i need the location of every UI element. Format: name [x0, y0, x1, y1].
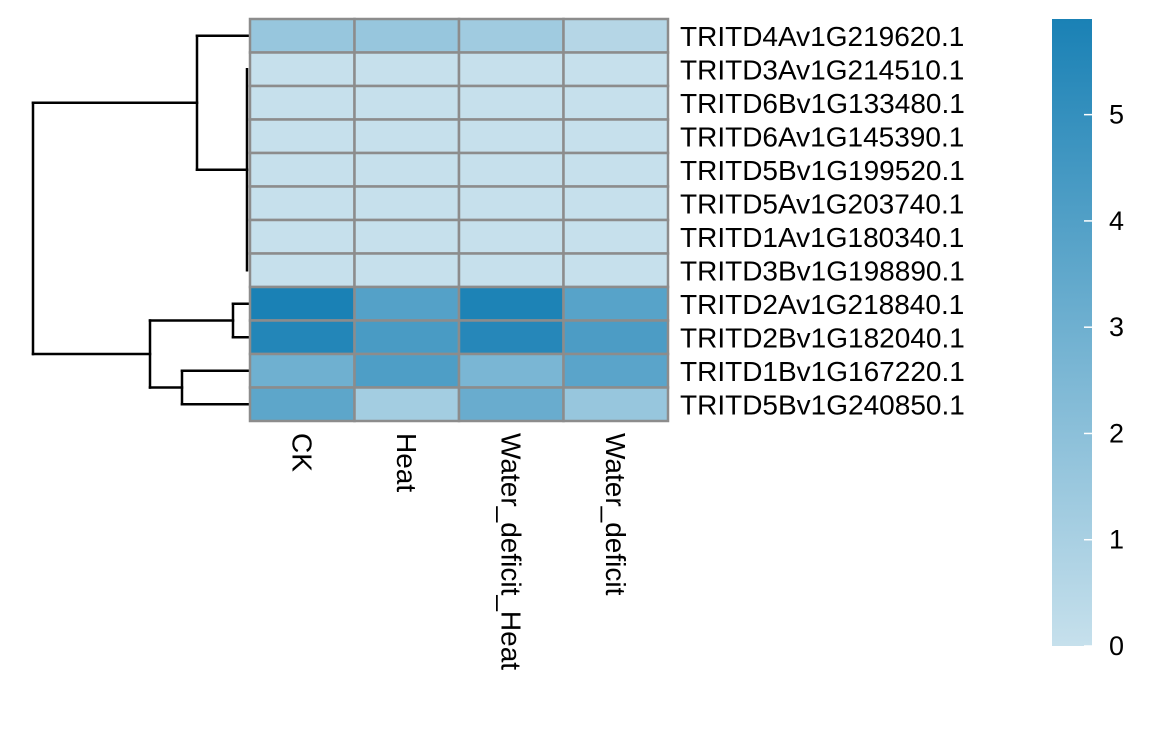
- heatmap-cell: [457, 185, 565, 222]
- heatmap-cell: [457, 352, 565, 389]
- row-labels: TRITD4Av1G219620.1TRITD3Av1G214510.1TRIT…: [680, 21, 965, 421]
- heatmap-cell: [248, 84, 356, 121]
- row-label: TRITD2Av1G218840.1: [680, 289, 964, 320]
- heatmap-cell: [248, 352, 356, 389]
- row-dendrogram: [31, 34, 252, 406]
- row-label: TRITD2Bv1G182040.1: [680, 322, 965, 353]
- heatmap-cell: [248, 51, 356, 88]
- legend-tick-label: 2: [1109, 418, 1124, 448]
- heatmap-cell: [457, 51, 565, 88]
- row-label: TRITD5Bv1G240850.1: [680, 389, 965, 420]
- heatmap-cell: [248, 151, 356, 188]
- heatmap-cell: [248, 386, 356, 423]
- row-label: TRITD4Av1G219620.1: [680, 21, 964, 52]
- row-label: TRITD6Bv1G133480.1: [680, 88, 965, 119]
- heatmap-cell: [353, 84, 461, 121]
- heatmap-cell: [562, 17, 670, 54]
- heatmap-cell: [248, 319, 356, 356]
- legend-tick-label: 3: [1109, 312, 1124, 342]
- heatmap-cell: [457, 118, 565, 155]
- legend-color-bar: [1052, 19, 1092, 646]
- column-label: CK: [286, 433, 317, 472]
- heatmap-cell: [562, 118, 670, 155]
- column-label: Water_deficit_Heat: [495, 433, 526, 670]
- heatmap-cell: [248, 118, 356, 155]
- heatmap-cell: [353, 118, 461, 155]
- legend-tick-label: 5: [1109, 100, 1124, 130]
- heatmap-cell: [353, 252, 461, 289]
- heatmap-cell: [562, 285, 670, 322]
- heatmap-cell: [353, 285, 461, 322]
- heatmap-cell: [248, 285, 356, 322]
- heatmap-cell: [353, 218, 461, 255]
- heatmap-cell: [457, 386, 565, 423]
- heatmap-cell: [457, 319, 565, 356]
- heatmap-cell: [353, 352, 461, 389]
- heatmap-cell: [562, 218, 670, 255]
- legend-tick-label: 4: [1109, 206, 1124, 236]
- heatmap-cell: [353, 319, 461, 356]
- heatmap-cell: [353, 51, 461, 88]
- column-labels: CK Heat Water_deficit_Heat Water_deficit: [286, 433, 631, 670]
- row-label: TRITD1Bv1G167220.1: [680, 356, 965, 387]
- heatmap-cell: [562, 51, 670, 88]
- heatmap-cell: [248, 17, 356, 54]
- legend-tick-label: 0: [1109, 631, 1124, 661]
- heatmap-cell: [248, 185, 356, 222]
- color-legend: 0 1 2 3 4 5: [1052, 19, 1124, 661]
- heatmap-cell: [457, 84, 565, 121]
- heatmap-cell: [353, 151, 461, 188]
- row-label: TRITD1Av1G180340.1: [680, 222, 964, 253]
- row-label: TRITD6Av1G145390.1: [680, 121, 964, 152]
- row-label: TRITD3Av1G214510.1: [680, 54, 964, 85]
- heatmap-cell: [457, 17, 565, 54]
- row-label: TRITD3Bv1G198890.1: [680, 255, 965, 286]
- heatmap-cell: [562, 386, 670, 423]
- heatmap-cell: [353, 17, 461, 54]
- heatmap-cell: [562, 252, 670, 289]
- heatmap-cell: [562, 352, 670, 389]
- row-label: TRITD5Bv1G199520.1: [680, 155, 965, 186]
- heatmap-cell: [457, 151, 565, 188]
- heatmap-cell: [248, 252, 356, 289]
- heatmap-cell: [562, 319, 670, 356]
- heatmap-cell: [353, 386, 461, 423]
- heatmap-cells: [248, 17, 670, 423]
- heatmap-cell: [457, 285, 565, 322]
- legend-tick-label: 1: [1109, 525, 1124, 555]
- column-label: Heat: [391, 433, 422, 492]
- heatmap-cell: [562, 185, 670, 222]
- heatmap-cell: [562, 84, 670, 121]
- row-label: TRITD5Av1G203740.1: [680, 188, 964, 219]
- heatmap-cell: [457, 218, 565, 255]
- column-label: Water_deficit: [600, 433, 631, 596]
- heatmap-cell: [457, 252, 565, 289]
- heatmap-cell: [353, 185, 461, 222]
- heatmap-cell: [562, 151, 670, 188]
- heatmap-cell: [248, 218, 356, 255]
